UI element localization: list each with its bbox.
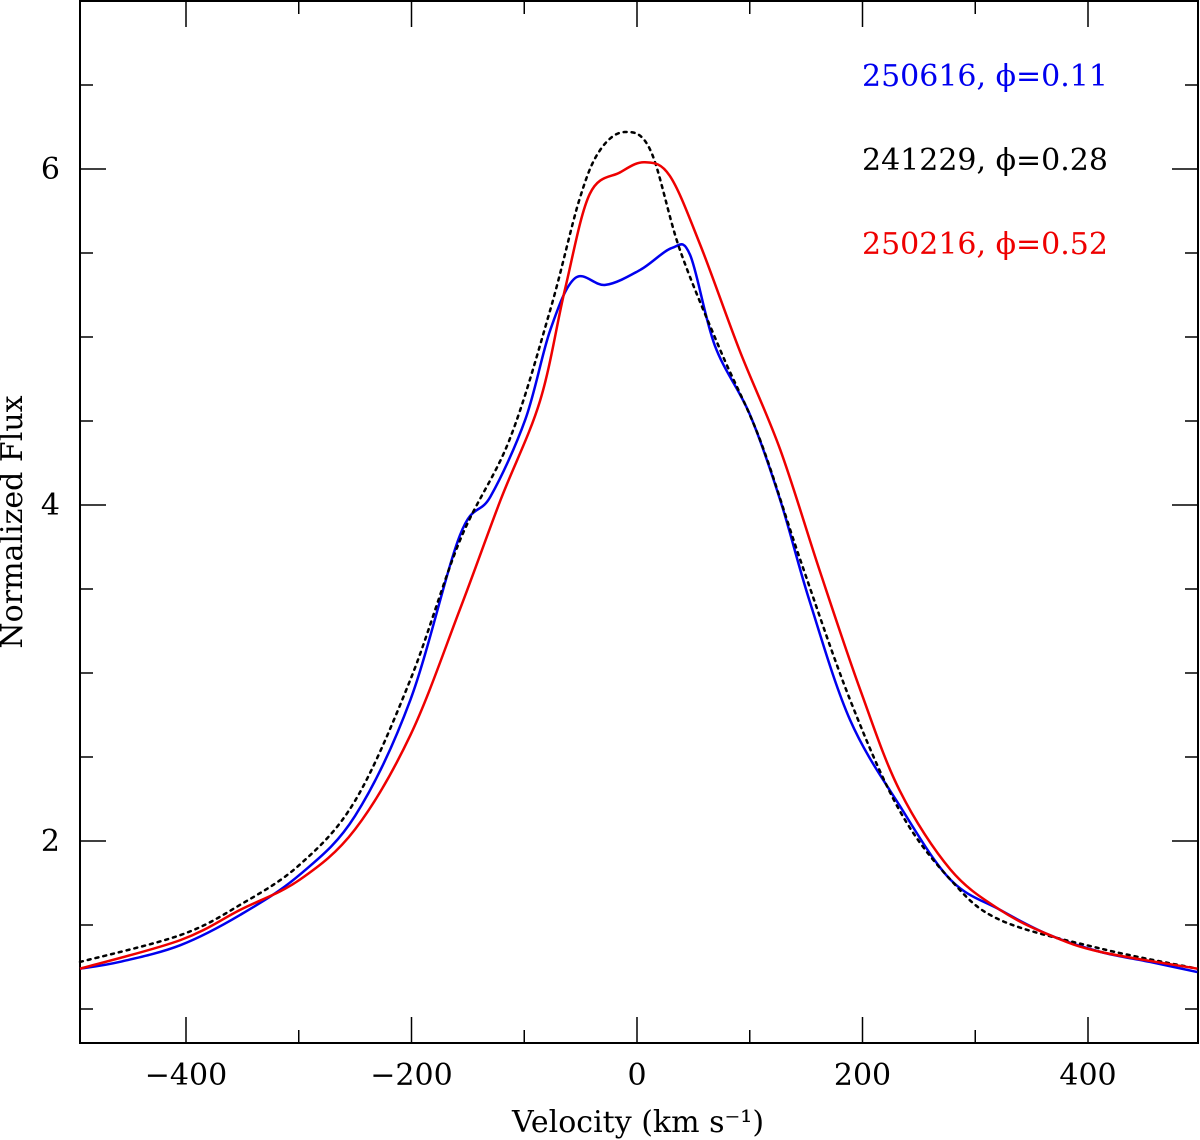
- y-tick-label: 6: [41, 152, 60, 187]
- legend-entry-1: 241229, ϕ=0.28: [862, 143, 1108, 178]
- y-tick-label: 4: [41, 488, 60, 523]
- series-line-1: [78, 130, 1199, 970]
- plot-frame: [79, 0, 1199, 1044]
- y-tick-label: 2: [41, 824, 60, 859]
- x-tick-label: 400: [1059, 1058, 1116, 1093]
- series-line-0: [79, 243, 1198, 974]
- series-line-2: [79, 161, 1198, 970]
- x-tick-label: −200: [370, 1058, 452, 1093]
- x-tick-label: 0: [627, 1058, 646, 1093]
- x-tick-label: −400: [145, 1058, 227, 1093]
- x-axis-label: Velocity (km s⁻¹): [511, 1105, 764, 1140]
- axes: −400 −200 0 200 400 2 4 6: [41, 0, 1199, 1093]
- legend: 250616, ϕ=0.11 241229, ϕ=0.28 250216, ϕ=…: [862, 59, 1108, 262]
- y-axis-label: Normalized Flux: [0, 395, 30, 648]
- x-tick-label: 200: [834, 1058, 891, 1093]
- series-group: [78, 130, 1199, 974]
- legend-entry-2: 250216, ϕ=0.52: [862, 227, 1108, 262]
- legend-entry-0: 250616, ϕ=0.11: [862, 59, 1108, 94]
